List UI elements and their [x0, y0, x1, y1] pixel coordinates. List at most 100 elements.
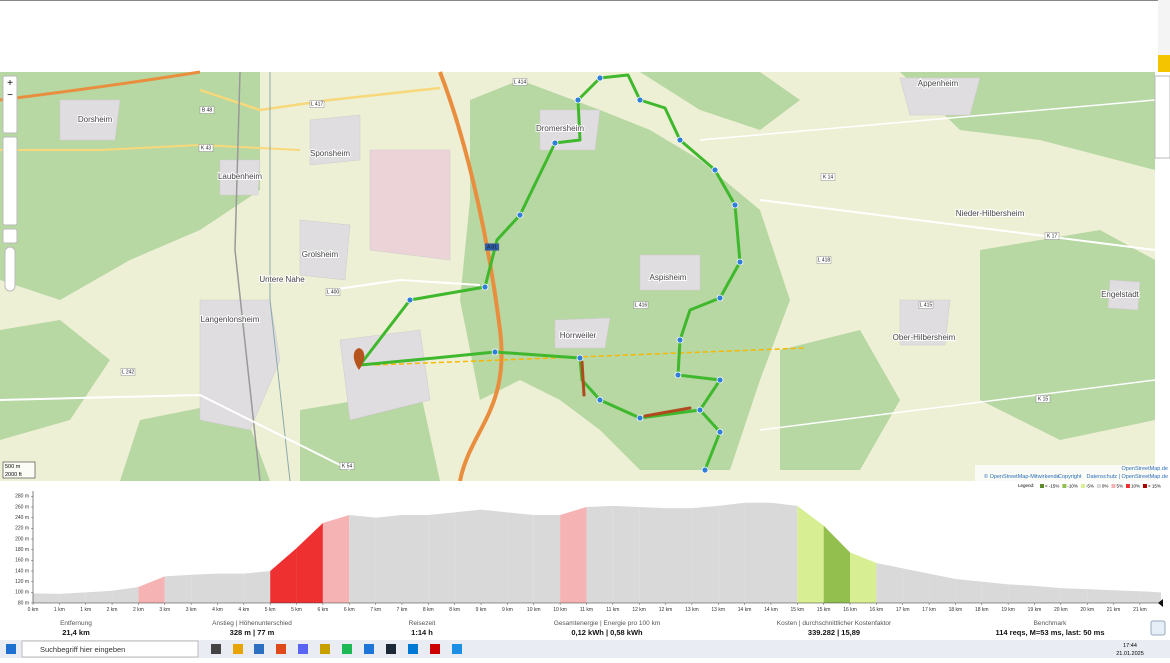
legend-title: Legend:: [1018, 483, 1034, 488]
x-tick-label: 21 km: [1107, 607, 1121, 613]
attribution-link[interactable]: OpenStreetMap.de: [1122, 466, 1168, 472]
elevation-segment: [85, 590, 113, 603]
y-tick-label: 280 m: [15, 494, 29, 500]
stats-button[interactable]: [1150, 620, 1166, 636]
elevation-segment: [401, 515, 429, 603]
stat-value: 328 m | 77 m: [230, 628, 275, 637]
elevation-segment: [823, 525, 851, 603]
place-labels: Dorsheim Laubenheim Sponsheim Dromershei…: [77, 78, 1141, 343]
legend-swatch: [1062, 484, 1067, 488]
y-tick-label: 180 m: [15, 547, 29, 553]
route: [358, 73, 742, 472]
road-shield: [120, 368, 136, 376]
elevation-segment: [850, 552, 877, 603]
x-tick-label: 5 km: [265, 607, 276, 613]
legend-label: 10%: [1131, 484, 1140, 489]
elevation-segment: [1034, 585, 1061, 603]
elevation-segment: [375, 515, 402, 603]
search-placeholder[interactable]: Suchbegriff hier eingeben: [40, 645, 125, 654]
right-toolbar[interactable]: [1154, 75, 1170, 159]
zoom-panel: [2, 75, 18, 134]
road-shield: [484, 243, 500, 251]
x-tick-label: 4 km: [212, 607, 223, 613]
map[interactable]: Dorsheim Laubenheim Sponsheim Dromershei…: [0, 70, 1170, 482]
elevation-segment: [665, 508, 692, 603]
elevation-segment: [507, 512, 534, 603]
place: Untere Nahe: [259, 275, 305, 284]
x-tick-label: 10 km: [553, 607, 567, 613]
x-tick-label: 2 km: [133, 607, 144, 613]
waypoints: [406, 74, 744, 474]
elevation-segment: [981, 581, 1009, 603]
y-tick-label: 260 m: [15, 504, 29, 510]
attribution-copyright[interactable]: Copyright: [1058, 474, 1082, 480]
x-tick-label: 7 km: [397, 607, 408, 613]
elevation-segment: [1139, 591, 1161, 603]
x-tick-label: 4 km: [238, 607, 249, 613]
road-label: L 414: [514, 79, 527, 85]
zoom-in[interactable]: +: [7, 78, 13, 89]
place: Engelstadt: [1101, 290, 1140, 299]
settlement: [59, 77, 1141, 431]
slider[interactable]: [4, 246, 16, 292]
x-tick-label: 1 km: [80, 607, 91, 613]
legend-label: < -15%: [1045, 484, 1059, 489]
elevation-segment: [744, 502, 771, 603]
elevation-segment: [929, 573, 956, 603]
attribution-osm[interactable]: © OpenStreetMap-Mitwirkende: [984, 473, 1060, 480]
y-tick-label: 140 m: [15, 568, 29, 574]
x-tick-label: 8 km: [423, 607, 434, 613]
stat-label: Kosten | durchschnittlicher Kostenfaktor: [777, 620, 892, 627]
x-tick-label: 15 km: [817, 607, 831, 613]
x-tick-label: 19 km: [1028, 607, 1042, 613]
taskbar-apps[interactable]: [211, 644, 462, 654]
x-tick-label: 6 km: [317, 607, 328, 613]
legend-label: -10%: [1067, 484, 1078, 489]
x-tick-label: 14 km: [764, 607, 778, 613]
x-tick-label: 11 km: [606, 607, 619, 613]
legend-swatch: [1080, 484, 1085, 488]
road-shield: [512, 78, 528, 86]
search-box[interactable]: [21, 640, 199, 658]
scale-metric: 500 m: [5, 464, 21, 470]
x-tick-label: 3 km: [186, 607, 197, 613]
elevation-segment: [243, 571, 271, 603]
elevation-segment: [296, 523, 323, 603]
x-tick-label: 17 km: [922, 607, 936, 613]
attribution-box: [975, 465, 1155, 481]
clock-time[interactable]: 17:44: [1123, 643, 1137, 649]
place: Horrweiler: [560, 331, 597, 340]
road-label: L 400: [327, 289, 340, 295]
elevation-segment: [955, 579, 982, 603]
legend-swatch: [1125, 484, 1130, 488]
attribution-privacy[interactable]: Datenschutz | OpenStreetMap.de: [1086, 474, 1168, 480]
browser-top: [0, 0, 1170, 72]
zoom-out[interactable]: −: [7, 90, 13, 101]
elevation-profile[interactable]: 80 m 100 m 120 m 140 m 160 m 180 m 200 m 220 m 2…: [15, 491, 1163, 613]
elevation-segment: [270, 548, 297, 603]
legend-swatch: [1096, 484, 1101, 488]
scrollbar: [1158, 0, 1170, 55]
x-tick-label: 20 km: [1080, 607, 1094, 613]
x-tick-label: 6 km: [344, 607, 355, 613]
start-button[interactable]: [6, 644, 16, 654]
x-tick-label: 5 km: [291, 607, 302, 613]
start-marker[interactable]: [353, 348, 365, 370]
place: Nieder-Hilbersheim: [956, 209, 1025, 218]
position-marker: [1158, 599, 1163, 607]
elevation-segment: [876, 563, 903, 603]
stat-value: 21,4 km: [62, 628, 90, 637]
clock-date[interactable]: 21.01.2025: [1116, 651, 1144, 657]
x-tick-label: 15 km: [790, 607, 804, 613]
place: Sponsheim: [310, 149, 350, 158]
elevation-segment: [1060, 588, 1088, 603]
elevation-segment: [454, 509, 482, 603]
x-tick-label: 3 km: [159, 607, 170, 613]
elevation-segment: [33, 593, 60, 603]
stat-value: 114 reqs, M=53 ms, last: 50 ms: [995, 628, 1104, 637]
tool-panel[interactable]: [2, 136, 18, 226]
profile-button[interactable]: [2, 228, 18, 244]
elevation-segment: [428, 512, 455, 603]
